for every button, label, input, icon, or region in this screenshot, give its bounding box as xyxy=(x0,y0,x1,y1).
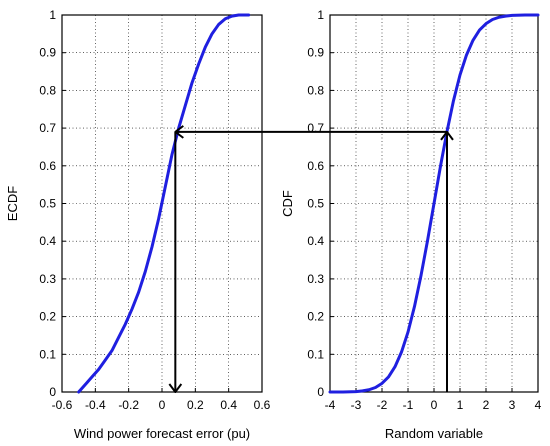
left-x-axis-label: Wind power forecast error (pu) xyxy=(74,426,250,441)
right-y-tick-label: 0.4 xyxy=(307,234,324,248)
left-y-tick-label: 0 xyxy=(49,385,56,399)
right-y-tick-label: 0.7 xyxy=(307,121,324,135)
left-x-tick-label: -0.2 xyxy=(118,398,139,412)
left-y-tick-label: 0.6 xyxy=(39,159,56,173)
right-y-tick-label: 0 xyxy=(317,385,324,399)
left-y-tick-label: 0.4 xyxy=(39,234,56,248)
right-y-axis-label: CDF xyxy=(280,190,295,217)
left-x-tick-label: -0.4 xyxy=(85,398,106,412)
left-x-tick-label: 0.6 xyxy=(254,398,271,412)
left-y-tick-label: 0.2 xyxy=(39,310,56,324)
right-y-tick-label: 0.2 xyxy=(307,310,324,324)
left-y-tick-label: 0.5 xyxy=(39,197,56,211)
right-y-tick-label: 0.1 xyxy=(307,347,324,361)
right-x-tick-label: -1 xyxy=(403,398,414,412)
left-x-tick-label: 0.2 xyxy=(187,398,204,412)
mapping-arrows xyxy=(175,132,447,392)
right-y-tick-label: 0.3 xyxy=(307,272,324,286)
right-x-tick-label: 3 xyxy=(509,398,516,412)
right-x-tick-label: 1 xyxy=(457,398,464,412)
right-x-tick-label: 2 xyxy=(483,398,490,412)
left-ecdf-line xyxy=(77,13,251,394)
right-x-tick-label: 4 xyxy=(535,398,542,412)
right-y-tick-label: 0.5 xyxy=(307,197,324,211)
left-y-tick-label: 0.3 xyxy=(39,272,56,286)
right-y-tick-label: 1 xyxy=(317,8,324,22)
right-cdf-line xyxy=(328,13,540,394)
left-plot-frame xyxy=(61,14,263,393)
right-y-tick-labels: 0 0.1 0.2 0.3 0.4 0.5 0.6 0.7 0.8 0.9 1 xyxy=(307,8,324,399)
right-y-tick-label: 0.6 xyxy=(307,159,324,173)
left-x-tick-labels: -0.6 -0.4 -0.2 0 0.2 0.4 0.6 xyxy=(52,398,271,412)
left-x-tick-label: 0.4 xyxy=(220,398,237,412)
left-y-tick-label: 0.8 xyxy=(39,83,56,97)
right-x-tick-label: 0 xyxy=(431,398,438,412)
right-panel: -4 -3 -2 -1 0 1 2 3 4 00.10.20.30.40.50.60.70.80… xyxy=(280,8,542,441)
right-x-tick-label: -2 xyxy=(377,398,388,412)
right-y-tick-label: 0.8 xyxy=(307,83,324,97)
left-y-tick-label: 0.7 xyxy=(39,121,56,135)
right-x-tick-label: -3 xyxy=(351,398,362,412)
right-plot-frame xyxy=(329,14,539,393)
right-x-tick-labels: -4 -3 -2 -1 0 1 2 3 4 xyxy=(325,398,542,412)
left-y-tick-label: 0.1 xyxy=(39,347,56,361)
right-x-tick-label: -4 xyxy=(325,398,336,412)
left-panel: -0.6 -0.4 -0.2 0 0.2 0.4 0.6 00.10.20.30.40.50… xyxy=(5,8,271,441)
left-y-tick-label: 0.9 xyxy=(39,46,56,60)
right-y-tick-label: 0.9 xyxy=(307,46,324,60)
left-x-tick-label: 0 xyxy=(159,398,166,412)
right-x-axis-label: Random variable xyxy=(385,426,483,441)
left-y-axis-label: ECDF xyxy=(5,186,20,221)
left-y-tick-labels: 0 0.1 0.2 0.3 0.4 0.5 0.6 0.7 0.8 0.9 1 xyxy=(39,8,56,399)
left-x-tick-label: -0.6 xyxy=(52,398,73,412)
left-y-tick-label: 1 xyxy=(49,8,56,22)
